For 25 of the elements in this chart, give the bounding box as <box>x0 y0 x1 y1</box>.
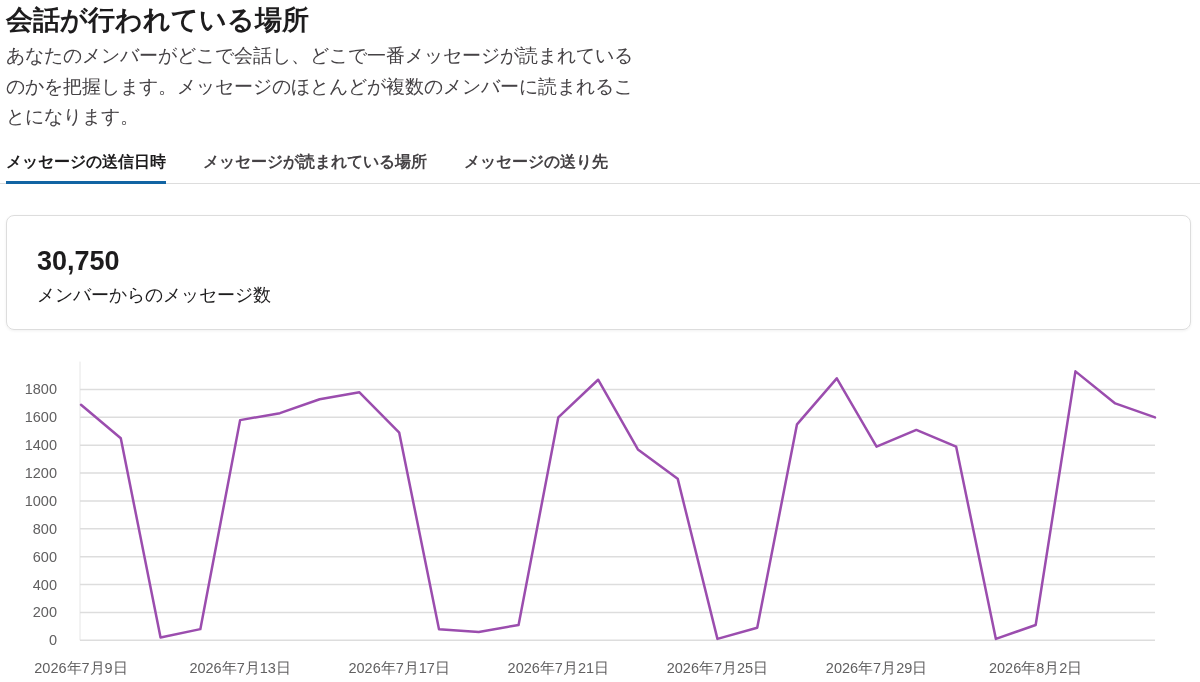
x-tick-label: 2026年7月25日 <box>666 660 769 676</box>
text: メッセージの送信日時 <box>6 148 166 184</box>
y-tick-label: 800 <box>32 520 57 537</box>
x-tick-label: 2026年7月13日 <box>189 660 291 676</box>
x-tick-label: 2026年7月17日 <box>348 660 450 676</box>
y-tick-label: 1600 <box>24 409 57 426</box>
text: 会話が行われている場所 <box>6 4 309 37</box>
text: メンバーからのメッセージ数 <box>37 284 271 307</box>
y-tick-label: 1800 <box>24 381 57 398</box>
y-tick-label: 1000 <box>24 492 57 509</box>
text: メッセージの送り先 <box>464 152 608 172</box>
y-tick-label: 1400 <box>24 437 57 454</box>
y-tick-label: 0 <box>48 632 57 649</box>
y-tick-label: 400 <box>32 576 57 593</box>
y-tick-label: 600 <box>32 548 57 565</box>
y-tick-label: 200 <box>32 604 57 621</box>
y-tick-label: 1200 <box>24 465 57 482</box>
x-tick-label: 2026年7月29日 <box>825 660 928 676</box>
text: 30,750 <box>37 245 120 278</box>
text: あなたのメンバーがどこで会話し、どこで一番メッセージが読まれているのかを把握します。メッセージのほとんどが複数のメンバーに読まれることになります。 <box>6 44 634 129</box>
x-tick-label: 2026年8月2日 <box>988 660 1083 676</box>
text: メッセージが読まれている場所 <box>203 152 427 172</box>
line-series <box>79 370 1157 641</box>
x-tick-label: 2026年7月9日 <box>34 660 128 676</box>
x-tick-label: 2026年7月21日 <box>507 660 610 676</box>
